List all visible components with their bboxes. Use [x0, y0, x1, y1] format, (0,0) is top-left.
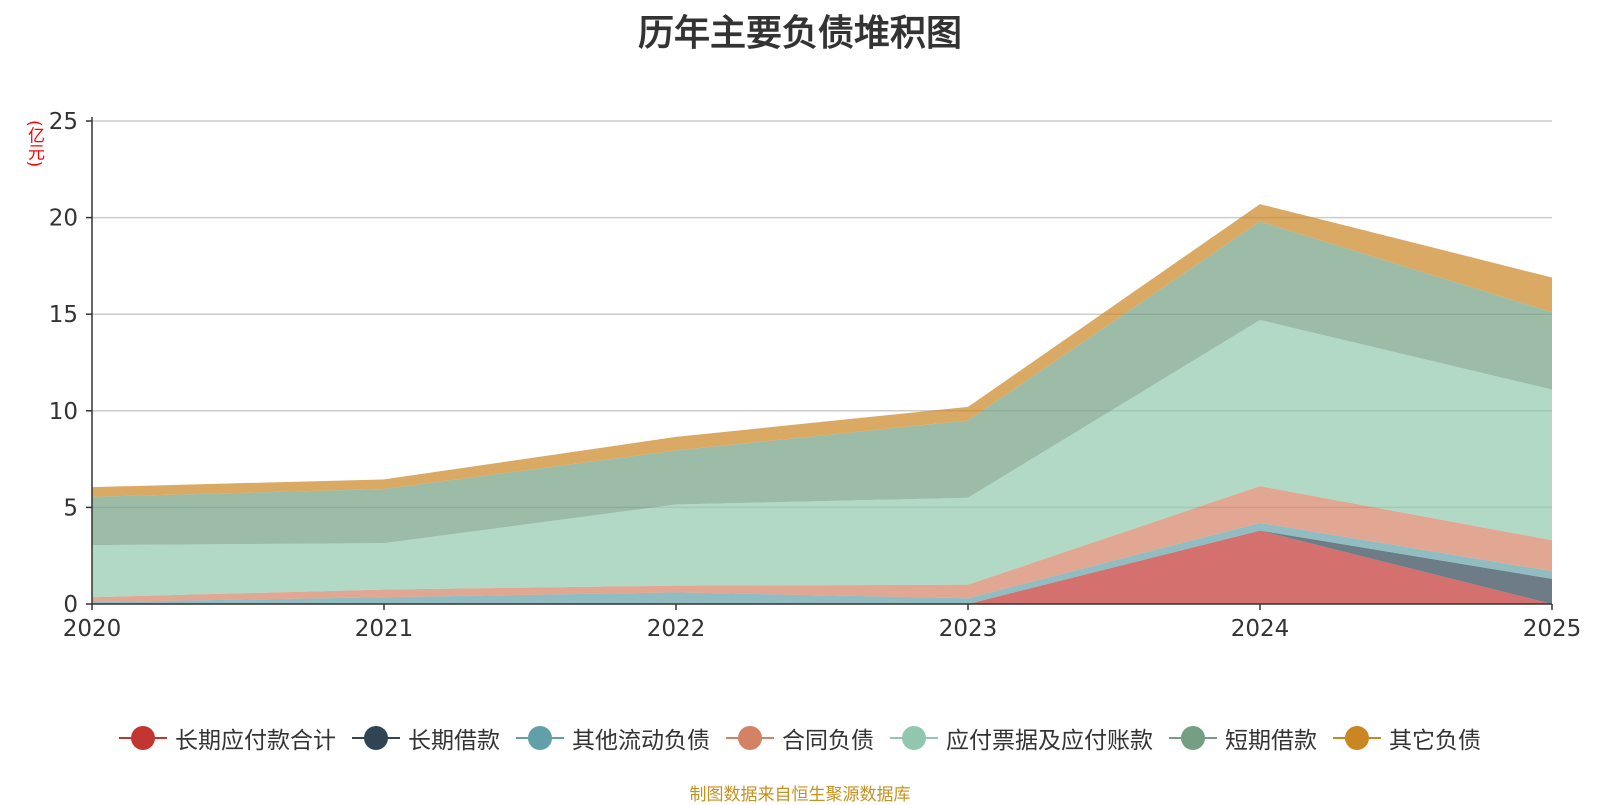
y-tick-label: 15: [49, 302, 78, 328]
area-series-layer: [92, 204, 1552, 604]
legend: 长期应付款合计 长期借款 其他流动负债 合同负债 应付票据及应付账款 短期借款 其它负债: [0, 720, 1600, 756]
legend-label: 其它负债: [1389, 728, 1481, 754]
legend-marker-icon: [119, 726, 167, 750]
legend-label: 长期借款: [408, 728, 500, 754]
legend-item[interactable]: 其他流动负债: [516, 721, 710, 755]
legend-item[interactable]: 短期借款: [1169, 721, 1317, 755]
x-tick-label: 2025: [1523, 616, 1582, 642]
y-tick-label: 5: [63, 495, 78, 521]
legend-marker-icon: [352, 726, 400, 750]
source-note: 制图数据来自恒生聚源数据库: [689, 785, 911, 805]
legend-marker-icon: [890, 726, 938, 750]
legend-marker-icon: [1169, 726, 1217, 750]
x-tick-label: 2024: [1231, 616, 1290, 642]
area-series-3: [92, 522, 1552, 604]
legend-marker-icon: [516, 726, 564, 750]
legend-label: 合同负债: [782, 728, 874, 754]
area-series-4: [92, 486, 1552, 603]
x-tick-label: 2022: [647, 616, 706, 642]
y-tick-label: 25: [49, 109, 78, 135]
legend-marker-icon: [726, 726, 774, 750]
legend-item[interactable]: 应付票据及应付账款: [890, 721, 1153, 755]
y-axis-unit-label: (亿元): [24, 120, 44, 168]
legend-label: 短期借款: [1225, 728, 1317, 754]
chart-title: 历年主要负债堆积图: [637, 13, 962, 54]
legend-label: 长期应付款合计: [175, 728, 336, 754]
legend-item[interactable]: 长期应付款合计: [119, 721, 336, 755]
area-series-5: [92, 319, 1552, 598]
legend-item[interactable]: 其它负债: [1333, 721, 1481, 755]
legend-marker-icon: [1333, 726, 1381, 750]
legend-label: 应付票据及应付账款: [946, 728, 1153, 754]
legend-label: 其他流动负债: [572, 728, 710, 754]
x-tick-label: 2021: [355, 616, 414, 642]
legend-item[interactable]: 合同负债: [726, 721, 874, 755]
y-tick-label: 10: [49, 399, 78, 425]
x-tick-label: 2020: [63, 616, 122, 642]
y-tick-label: 20: [49, 206, 78, 232]
y-tick-label: 0: [63, 592, 78, 618]
area-series-6: [92, 221, 1552, 546]
x-tick-label: 2023: [939, 616, 998, 642]
legend-item[interactable]: 长期借款: [352, 721, 500, 755]
